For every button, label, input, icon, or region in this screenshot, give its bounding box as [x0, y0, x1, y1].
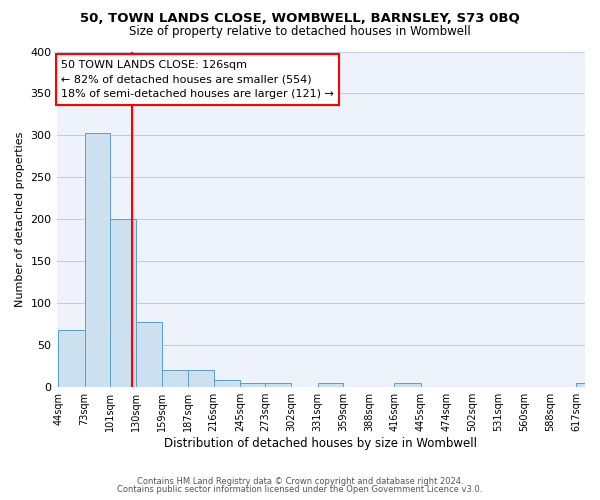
Bar	[162, 370, 188, 387]
Bar	[214, 380, 240, 387]
Bar	[394, 383, 421, 387]
Text: Contains HM Land Registry data © Crown copyright and database right 2024.: Contains HM Land Registry data © Crown c…	[137, 477, 463, 486]
Bar	[317, 383, 343, 387]
Bar	[85, 133, 110, 387]
Bar	[58, 330, 85, 387]
Bar	[240, 383, 265, 387]
Bar	[188, 370, 214, 387]
Text: Size of property relative to detached houses in Wombwell: Size of property relative to detached ho…	[129, 25, 471, 38]
Bar	[136, 322, 162, 387]
X-axis label: Distribution of detached houses by size in Wombwell: Distribution of detached houses by size …	[164, 437, 477, 450]
Y-axis label: Number of detached properties: Number of detached properties	[15, 132, 25, 307]
Text: 50 TOWN LANDS CLOSE: 126sqm
← 82% of detached houses are smaller (554)
18% of se: 50 TOWN LANDS CLOSE: 126sqm ← 82% of det…	[61, 60, 334, 100]
Bar	[265, 383, 292, 387]
Text: Contains public sector information licensed under the Open Government Licence v3: Contains public sector information licen…	[118, 485, 482, 494]
Text: 50, TOWN LANDS CLOSE, WOMBWELL, BARNSLEY, S73 0BQ: 50, TOWN LANDS CLOSE, WOMBWELL, BARNSLEY…	[80, 12, 520, 26]
Bar	[576, 383, 600, 387]
Bar	[110, 220, 136, 387]
